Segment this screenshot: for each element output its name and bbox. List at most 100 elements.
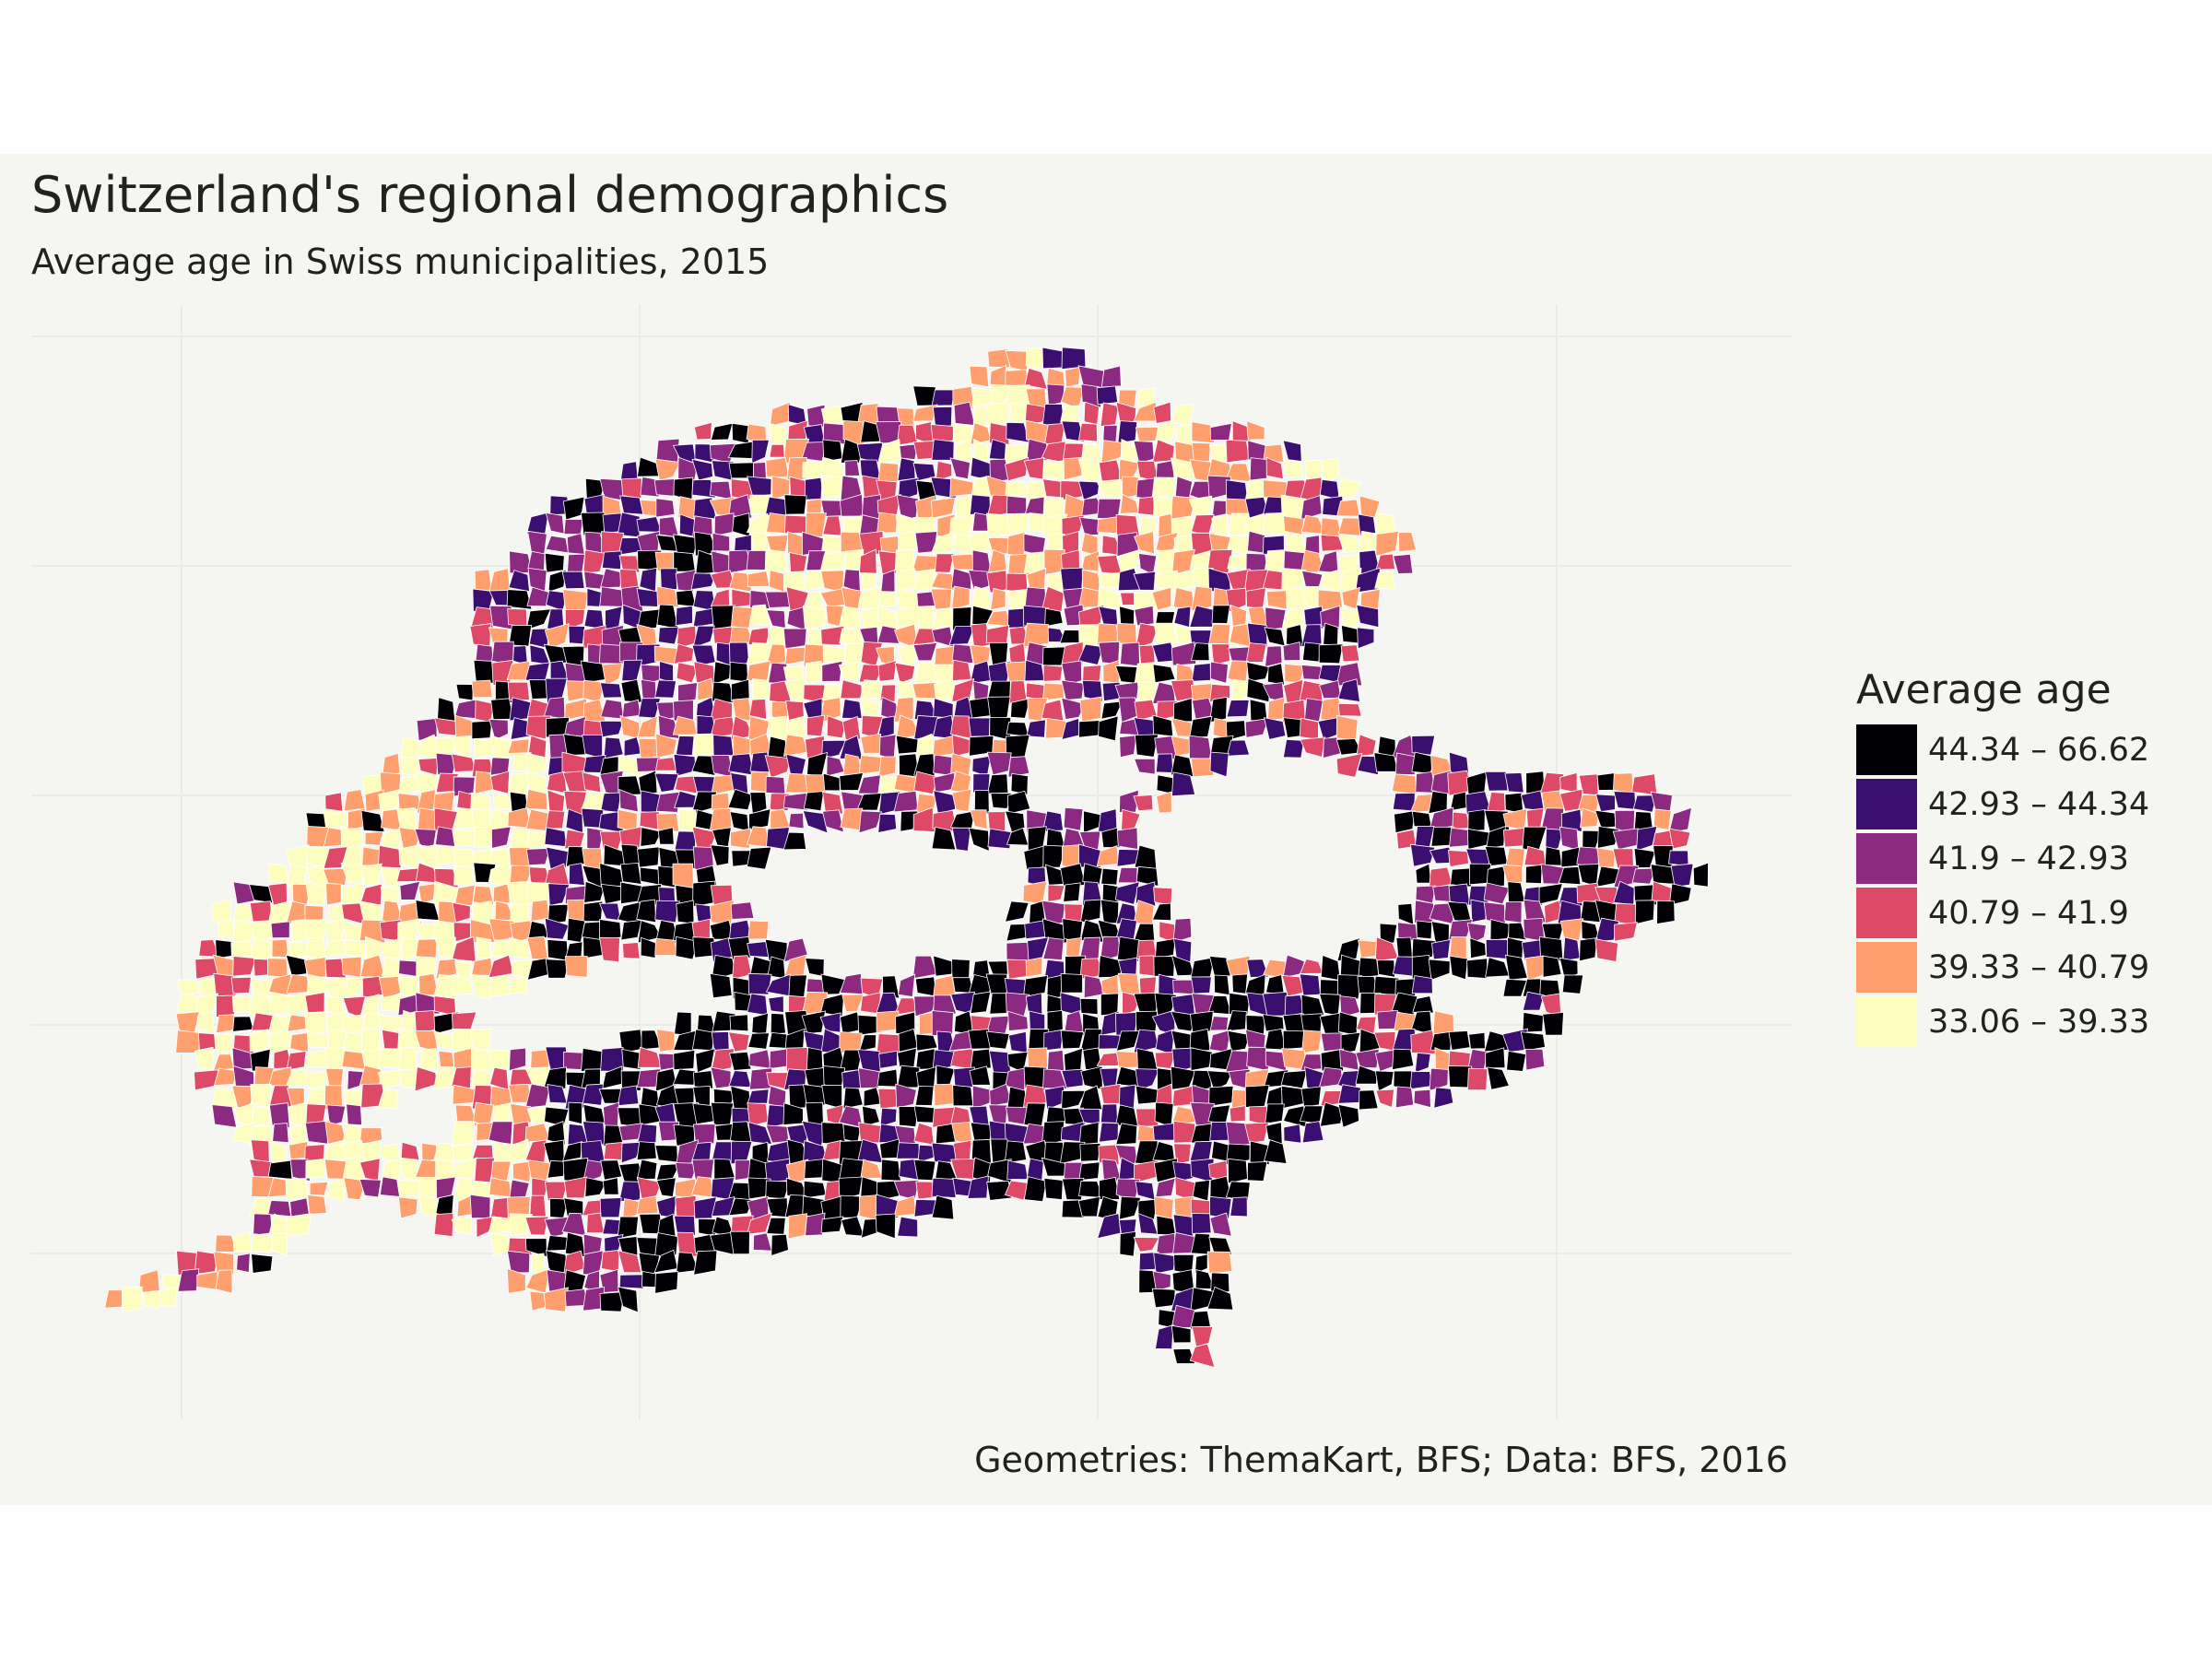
- municipality: [488, 1177, 512, 1198]
- municipality: [1430, 1030, 1453, 1051]
- municipality: [1559, 957, 1579, 980]
- municipality: [1009, 402, 1028, 424]
- municipality: [859, 548, 877, 576]
- municipality: [895, 1083, 917, 1109]
- municipality: [414, 829, 437, 848]
- municipality: [377, 844, 402, 869]
- municipality: [211, 1104, 238, 1128]
- municipality: [765, 457, 790, 478]
- municipality: [1135, 622, 1159, 649]
- municipality: [1266, 590, 1288, 610]
- municipality: [230, 976, 252, 994]
- municipality: [805, 512, 827, 538]
- municipality: [1061, 420, 1086, 442]
- municipality: [912, 404, 938, 422]
- municipality: [771, 1233, 789, 1257]
- municipality: [415, 992, 441, 1015]
- municipality: [1448, 1030, 1471, 1051]
- legend-item: 41.9 – 42.93: [1856, 831, 2188, 886]
- municipality: [268, 1102, 290, 1129]
- municipality: [1026, 719, 1046, 738]
- municipality: [584, 1177, 607, 1197]
- municipality: [341, 956, 362, 978]
- municipality: [1358, 957, 1380, 979]
- municipality: [433, 1030, 456, 1050]
- municipality: [932, 406, 953, 429]
- municipality: [1299, 717, 1319, 740]
- municipality: [286, 1051, 307, 1071]
- municipality: [877, 660, 898, 682]
- municipality: [476, 1216, 496, 1239]
- municipality: [898, 680, 916, 700]
- municipality: [250, 936, 273, 961]
- municipality: [488, 568, 511, 594]
- municipality: [324, 1085, 343, 1111]
- municipality: [268, 862, 289, 883]
- municipality: [1119, 1230, 1137, 1257]
- municipality: [1286, 624, 1304, 648]
- municipality: [347, 1070, 368, 1091]
- municipality: [876, 1194, 900, 1218]
- municipality: [524, 1083, 551, 1109]
- municipality: [1397, 902, 1415, 926]
- municipality: [1246, 420, 1265, 441]
- municipality: [1047, 1050, 1065, 1072]
- municipality: [1230, 1196, 1248, 1218]
- municipality: [1100, 867, 1119, 886]
- municipality: [987, 548, 1007, 574]
- municipality: [1321, 569, 1343, 594]
- municipality: [1508, 922, 1527, 941]
- municipality: [509, 1179, 530, 1200]
- municipality: [1135, 1085, 1159, 1105]
- municipality: [1189, 629, 1212, 646]
- municipality: [898, 973, 916, 997]
- municipality: [1138, 553, 1158, 575]
- municipality: [600, 1249, 620, 1273]
- municipality: [568, 625, 586, 645]
- municipality: [727, 1031, 750, 1053]
- municipality: [1027, 481, 1048, 502]
- municipality: [1061, 660, 1083, 687]
- municipality: [1337, 678, 1360, 702]
- municipality: [822, 772, 841, 792]
- municipality: [838, 662, 861, 681]
- municipality: [1300, 994, 1325, 1018]
- municipality: [1134, 758, 1156, 775]
- municipality: [1115, 1123, 1138, 1146]
- municipality: [1337, 1084, 1363, 1104]
- municipality: [1078, 422, 1099, 442]
- legend-swatch: [1856, 779, 1917, 830]
- municipality: [985, 401, 1009, 427]
- municipality: [1248, 1105, 1268, 1126]
- municipality: [764, 548, 789, 575]
- municipality: [418, 757, 439, 776]
- municipality: [1171, 641, 1197, 666]
- municipality: [710, 1066, 732, 1089]
- municipality: [1061, 1068, 1084, 1088]
- municipality: [360, 809, 385, 833]
- municipality: [934, 553, 955, 573]
- municipality: [1007, 756, 1030, 778]
- municipality: [948, 626, 975, 645]
- municipality: [1394, 1086, 1415, 1109]
- municipality: [435, 1142, 454, 1161]
- municipality: [418, 883, 437, 905]
- municipality: [1133, 571, 1157, 591]
- municipality: [806, 404, 826, 428]
- municipality: [618, 788, 639, 813]
- municipality: [1005, 810, 1026, 833]
- municipality: [1191, 1213, 1212, 1234]
- municipality: [304, 1011, 328, 1035]
- municipality: [676, 900, 695, 924]
- municipality: [268, 1030, 292, 1054]
- municipality: [1134, 662, 1157, 686]
- municipality: [952, 423, 974, 444]
- municipality: [1008, 642, 1027, 665]
- municipality: [420, 1047, 440, 1071]
- municipality: [675, 1162, 699, 1180]
- municipality: [582, 771, 602, 794]
- municipality: [694, 733, 715, 757]
- municipality: [1245, 642, 1267, 663]
- municipality: [841, 699, 863, 719]
- municipality: [639, 811, 660, 830]
